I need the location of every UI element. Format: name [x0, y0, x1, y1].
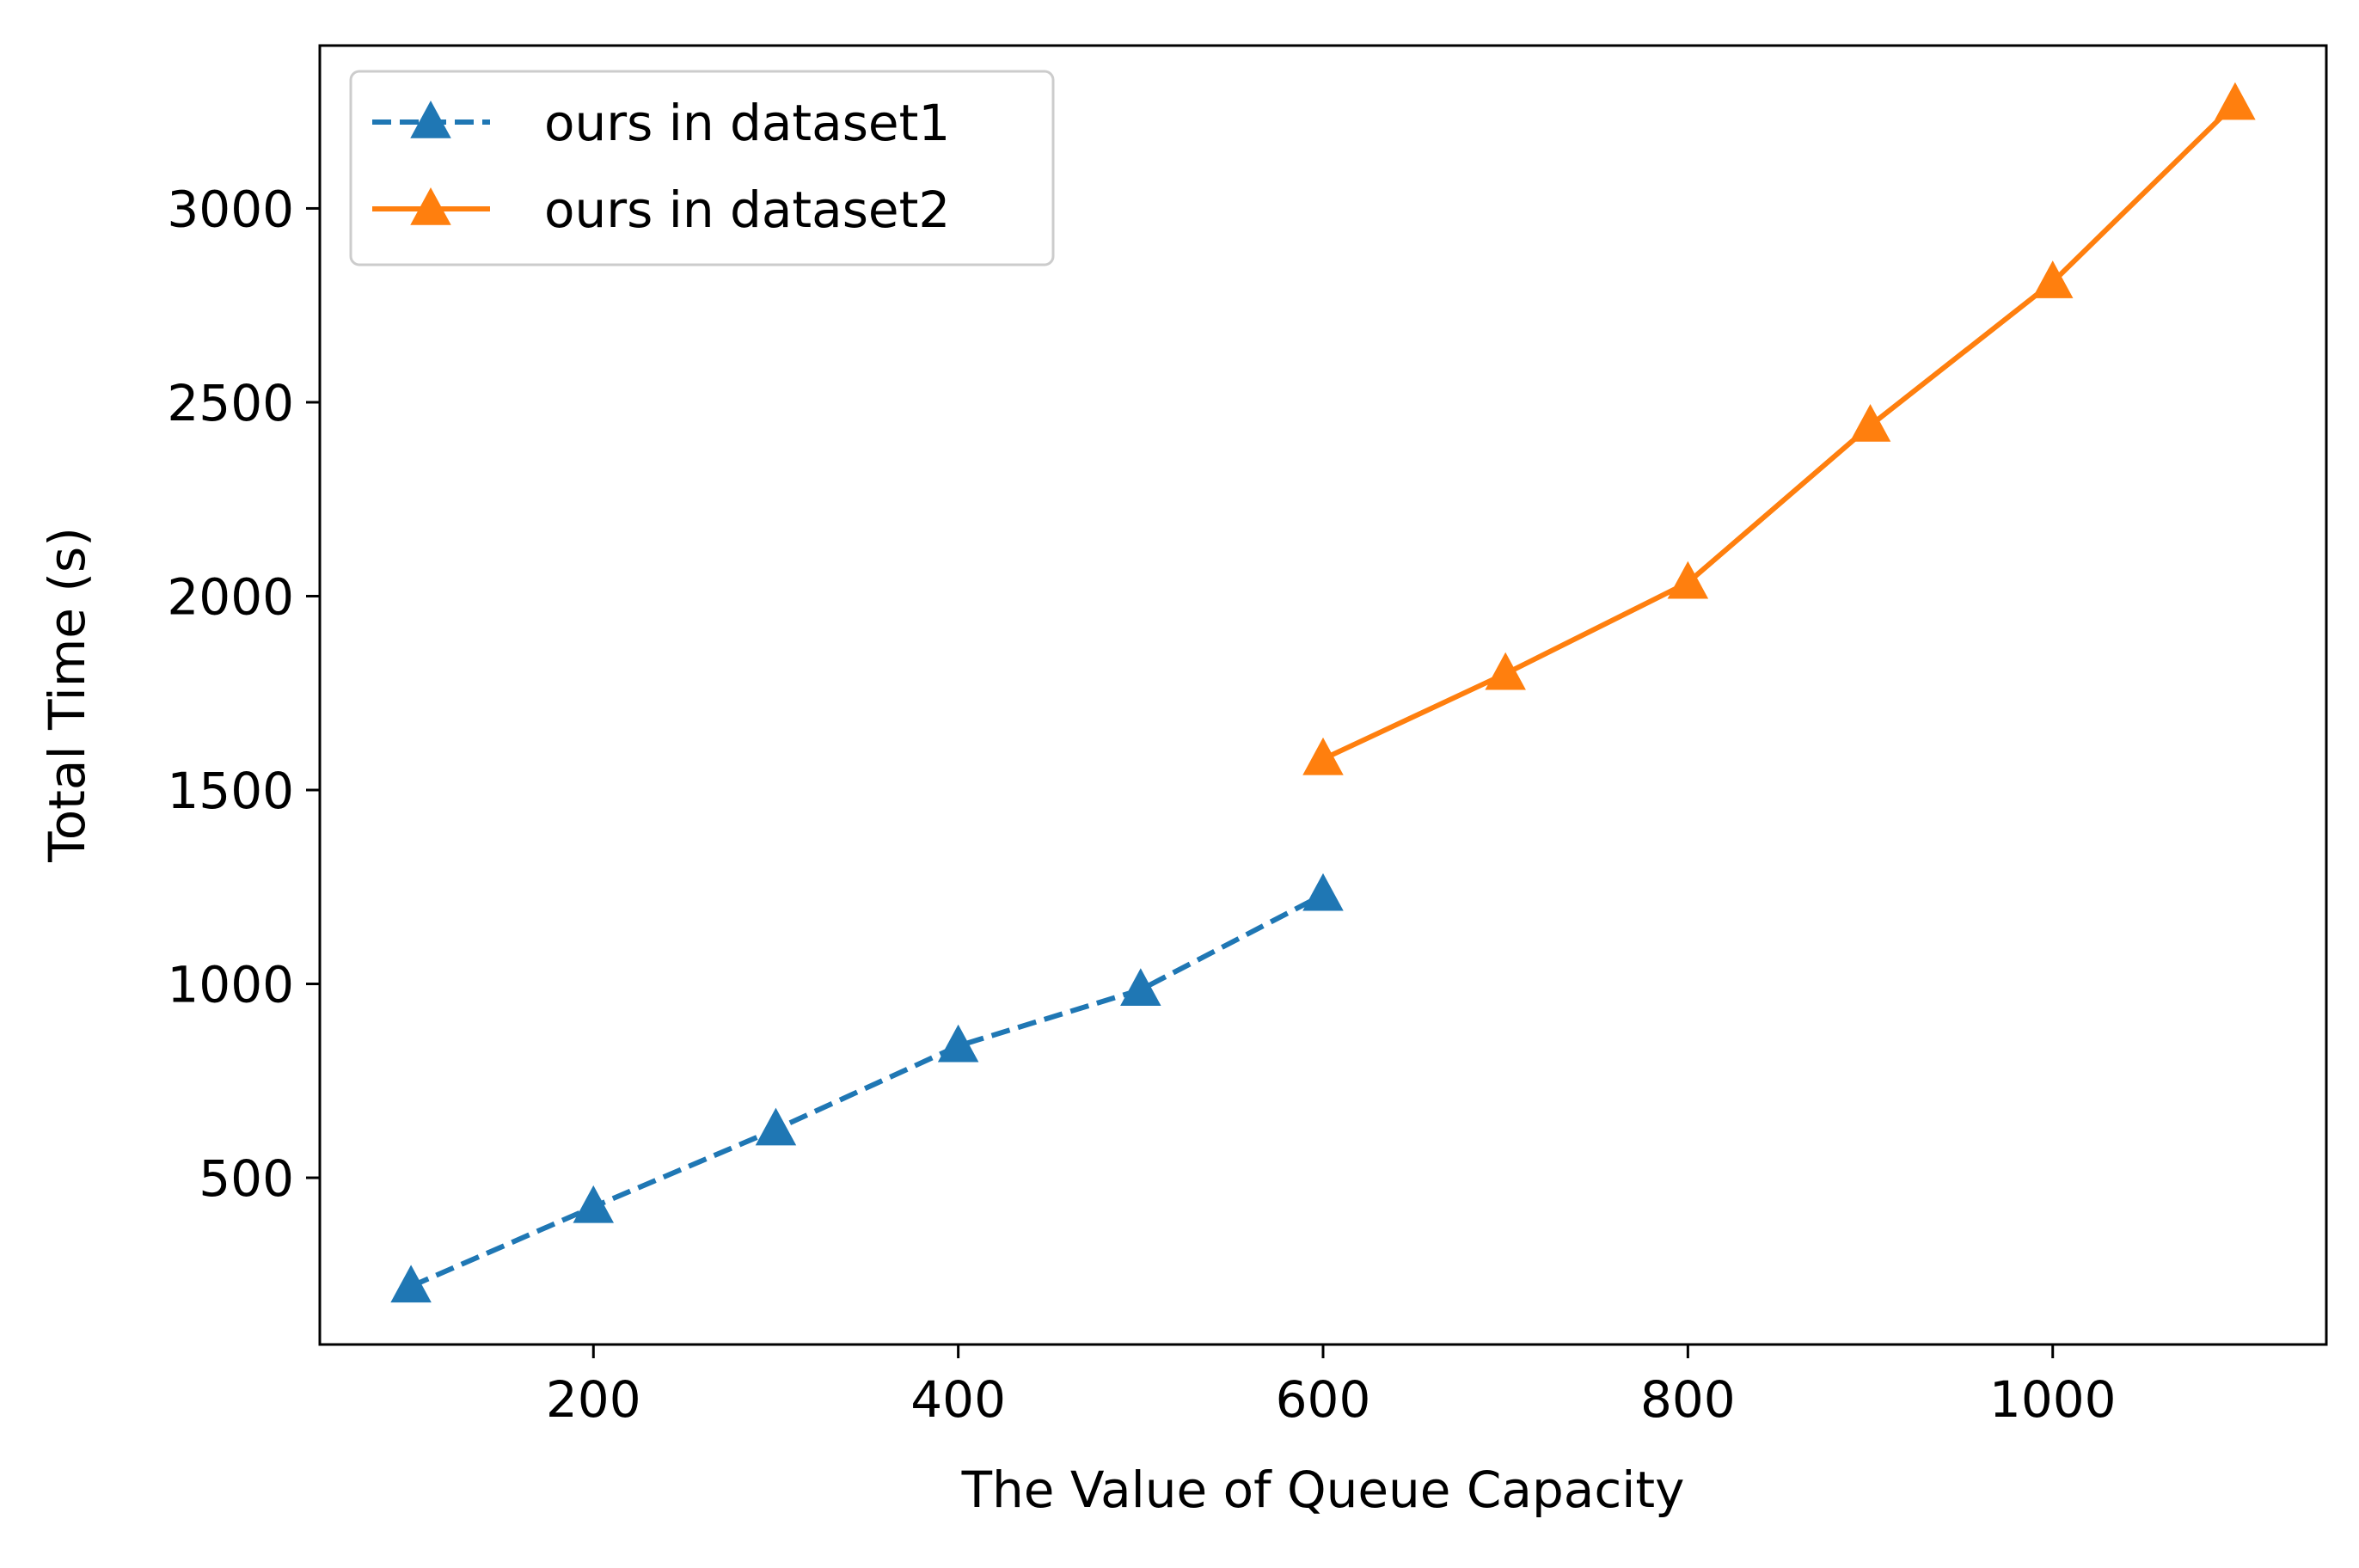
- y-tick-label: 1500: [167, 762, 294, 820]
- series-2-point: [1302, 737, 1344, 775]
- series-1-point: [573, 1185, 615, 1223]
- series-1-point: [755, 1107, 797, 1146]
- series-1-point: [1120, 968, 1161, 1007]
- y-tick-label: 1000: [167, 956, 294, 1014]
- x-tick-label: 200: [546, 1370, 641, 1429]
- y-axis: 500 1000 1500 2000 2500 3000: [167, 180, 320, 1208]
- series-2-point: [1849, 404, 1891, 442]
- y-tick-label: 2000: [167, 567, 294, 626]
- legend-label-1: ours in dataset1: [544, 94, 950, 152]
- series-2-point: [2031, 260, 2074, 298]
- series-1-point: [390, 1265, 432, 1303]
- series-1-point: [1302, 873, 1344, 911]
- legend-box: [349, 70, 1055, 266]
- legend: ours in dataset1 ours in dataset2: [349, 70, 1055, 266]
- y-tick-label: 2500: [167, 374, 294, 432]
- x-tick-label: 400: [910, 1370, 1006, 1429]
- legend-marker-2: [410, 187, 451, 225]
- legend-label-2: ours in dataset2: [544, 181, 950, 239]
- series-2-point: [1667, 560, 1709, 599]
- series-2-point: [1485, 652, 1526, 690]
- legend-marker-1: [410, 101, 451, 138]
- y-tick-label: 500: [199, 1149, 294, 1208]
- x-tick-label: 600: [1276, 1370, 1371, 1429]
- x-tick-label: 1000: [1989, 1370, 2117, 1429]
- x-axis: 200 400 600 800 1000: [546, 1344, 2117, 1429]
- series-line-2: [1321, 101, 2238, 762]
- x-tick-label: 800: [1640, 1370, 1736, 1429]
- series-1-point: [937, 1024, 979, 1063]
- y-tick-label: 3000: [167, 180, 294, 238]
- series-line-1: [409, 892, 1325, 1289]
- y-axis-label: Total Time (s): [38, 527, 96, 863]
- series-layer: [390, 82, 2256, 1303]
- series-2-point: [2215, 82, 2256, 120]
- x-axis-label: The Value of Queue Capacity: [961, 1461, 1685, 1519]
